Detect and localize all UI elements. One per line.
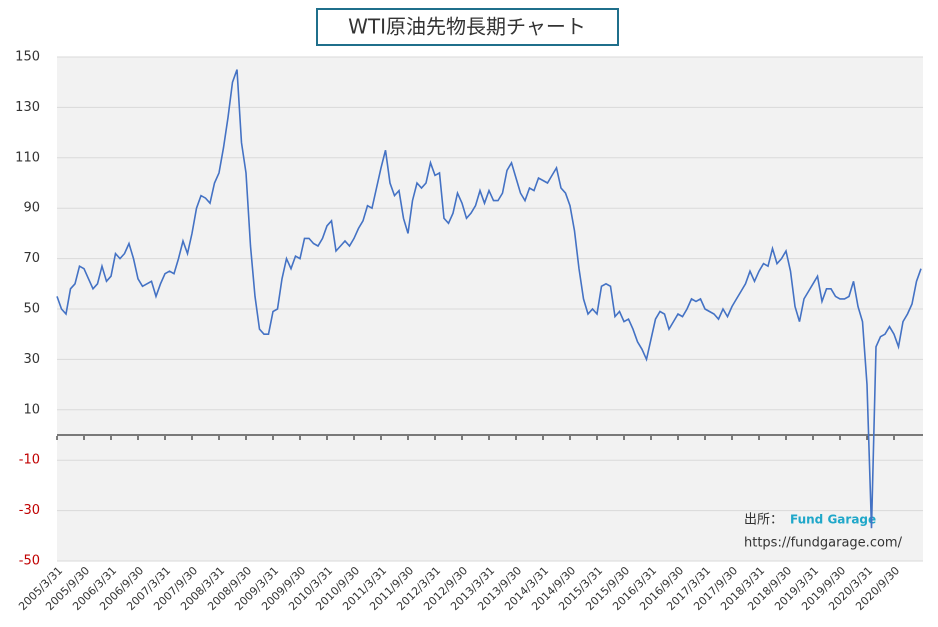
source-name: Fund Garage xyxy=(790,513,876,527)
source-url: https://fundgarage.com/ xyxy=(744,536,903,551)
y-tick-label: 70 xyxy=(23,251,40,266)
y-tick-label: 30 xyxy=(23,352,40,367)
y-tick-label: -10 xyxy=(19,453,40,468)
y-tick-label: 90 xyxy=(23,201,40,216)
source-label: 出所： xyxy=(744,513,783,528)
title-box xyxy=(316,8,619,46)
y-tick-label: 10 xyxy=(23,402,40,417)
y-tick-label: 130 xyxy=(15,100,40,115)
y-tick-label: 110 xyxy=(15,150,40,165)
y-tick-label: -50 xyxy=(19,554,40,569)
y-tick-label: -30 xyxy=(19,503,40,518)
y-tick-label: 50 xyxy=(23,302,40,317)
y-tick-label: 150 xyxy=(15,50,40,65)
series-line xyxy=(56,69,922,529)
chart-title: WTI原油先物長期チャート xyxy=(348,15,586,39)
